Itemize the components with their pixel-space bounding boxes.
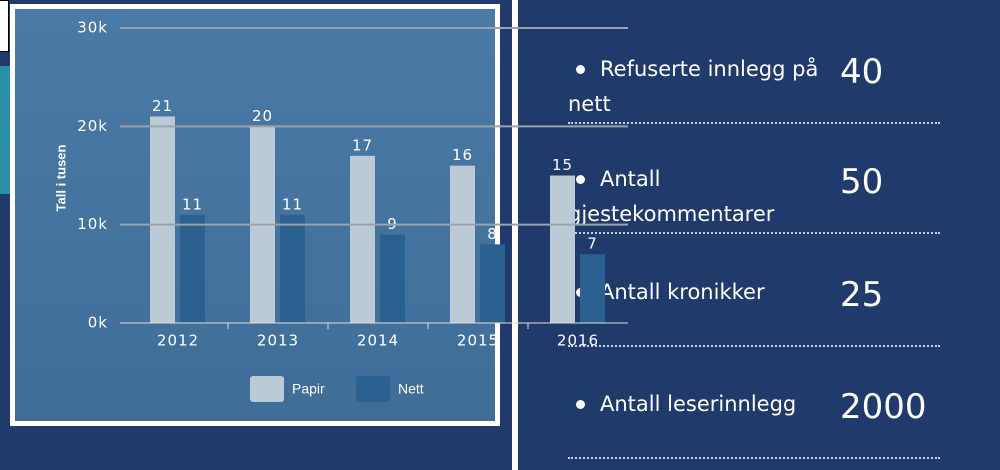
stat-label: Antall leserinnlegg [568, 387, 830, 422]
stat-item: Refuserte innlegg på nett 40 [568, 52, 940, 124]
x-tick-label: 2016 [557, 332, 599, 350]
bar [450, 165, 475, 323]
y-tick-label: 20k [77, 117, 108, 135]
stat-item: Antall gjestekommentarer 50 [568, 162, 940, 234]
data-label: 7 [587, 235, 598, 253]
bar [580, 254, 605, 323]
data-label: 11 [282, 195, 303, 213]
bar [380, 234, 405, 323]
panel-edge [0, 0, 9, 52]
y-tick-label: 30k [77, 19, 108, 37]
legend-label: Papir [292, 381, 325, 397]
data-label: 20 [252, 107, 273, 125]
data-label: 21 [152, 97, 173, 115]
legend-swatch [250, 376, 284, 402]
legend-swatch [356, 376, 390, 402]
stats-panel [512, 0, 1000, 470]
bar [280, 214, 305, 323]
bar [150, 116, 175, 323]
stat-value: 2000 [840, 387, 927, 427]
data-label: 16 [452, 146, 473, 164]
data-label: 17 [352, 136, 373, 154]
x-tick-label: 2012 [157, 332, 199, 350]
data-label: 15 [552, 156, 573, 174]
data-label: 8 [487, 225, 498, 243]
bar [350, 155, 375, 323]
bar [180, 214, 205, 323]
stat-label: Refuserte innlegg på nett [568, 52, 830, 122]
x-tick-label: 2014 [357, 332, 399, 350]
y-tick-label: 0k [88, 314, 108, 332]
y-tick-label: 10k [77, 215, 108, 233]
stat-item: Antall leserinnlegg 2000 [568, 387, 940, 459]
stat-value: 25 [840, 275, 884, 315]
stat-value: 50 [840, 162, 884, 202]
bar [550, 175, 575, 323]
x-tick-label: 2015 [457, 332, 499, 350]
bar [480, 244, 505, 323]
stat-label: Antall kronikker [568, 275, 830, 310]
stat-value: 40 [840, 52, 884, 92]
x-tick-label: 2013 [257, 332, 299, 350]
data-label: 11 [182, 195, 203, 213]
panel-edge [0, 66, 10, 194]
stat-item: Antall kronikker 25 [568, 275, 940, 347]
y-axis-title: Tall i tusen [53, 144, 68, 211]
legend-label: Nett [398, 381, 424, 397]
stat-label: Antall gjestekommentarer [568, 162, 830, 232]
